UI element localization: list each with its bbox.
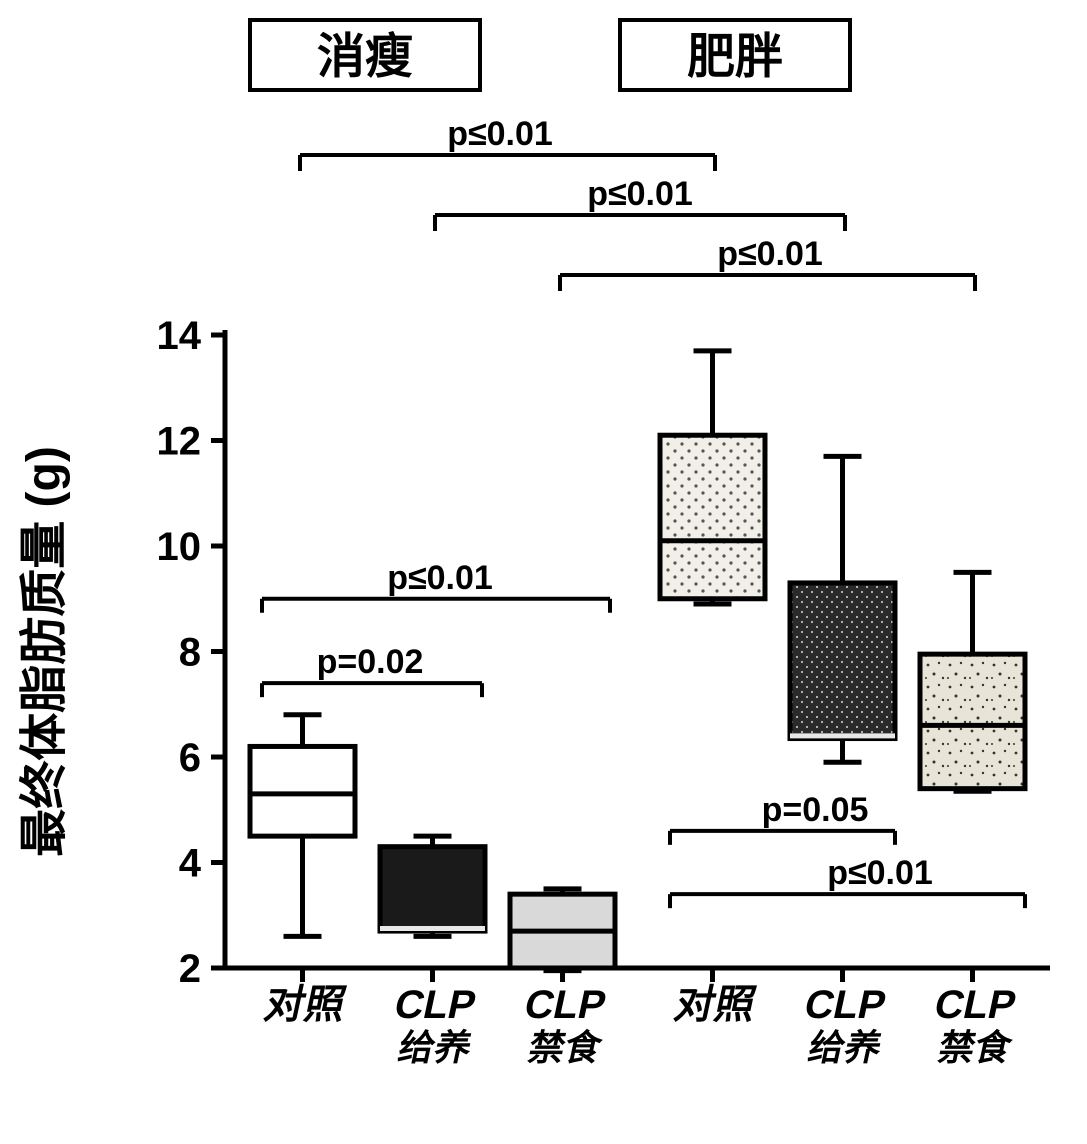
box	[790, 583, 895, 739]
header-label: 消瘦	[317, 30, 413, 83]
sig-label: p≤0.01	[387, 559, 493, 597]
sig-label: p=0.02	[317, 643, 424, 681]
x-tick-label: 对照	[671, 981, 761, 1026]
box	[660, 435, 765, 599]
sig-label: p≤0.01	[717, 235, 823, 273]
y-tick-label: 2	[179, 947, 201, 991]
y-tick-label: 4	[179, 842, 202, 886]
x-tick-label: CLP	[801, 981, 891, 1026]
x-tick-label: CLP	[391, 981, 481, 1026]
sig-label: p≤0.01	[447, 115, 553, 153]
boxplot-svg: 消瘦肥胖2468101214最终体脂肪质量 (g)对照CLP给养CLP禁食对照C…	[0, 0, 1087, 1144]
x-tick-label: 禁食	[935, 1027, 1016, 1068]
sig-label: p≤0.01	[587, 175, 693, 213]
sig-label: p=0.05	[762, 791, 869, 829]
y-axis-label: 最终体脂肪质量 (g)	[18, 446, 71, 857]
sig-label: p≤0.01	[827, 854, 933, 892]
y-tick-label: 6	[179, 736, 201, 780]
y-tick-label: 8	[179, 631, 201, 675]
x-tick-label: CLP	[521, 981, 611, 1026]
chart-container: 消瘦肥胖2468101214最终体脂肪质量 (g)对照CLP给养CLP禁食对照C…	[0, 0, 1087, 1144]
y-tick-label: 10	[157, 525, 202, 569]
x-tick-label: 对照	[261, 981, 351, 1026]
y-tick-label: 12	[157, 420, 202, 464]
x-tick-label: 给养	[395, 1027, 476, 1068]
x-tick-label: 禁食	[525, 1027, 606, 1068]
box	[250, 746, 355, 836]
y-tick-label: 14	[157, 314, 202, 358]
x-tick-label: CLP	[931, 981, 1021, 1026]
header-label: 肥胖	[687, 30, 783, 83]
x-tick-label: 给养	[805, 1027, 886, 1068]
box	[380, 847, 485, 931]
box	[920, 654, 1025, 789]
